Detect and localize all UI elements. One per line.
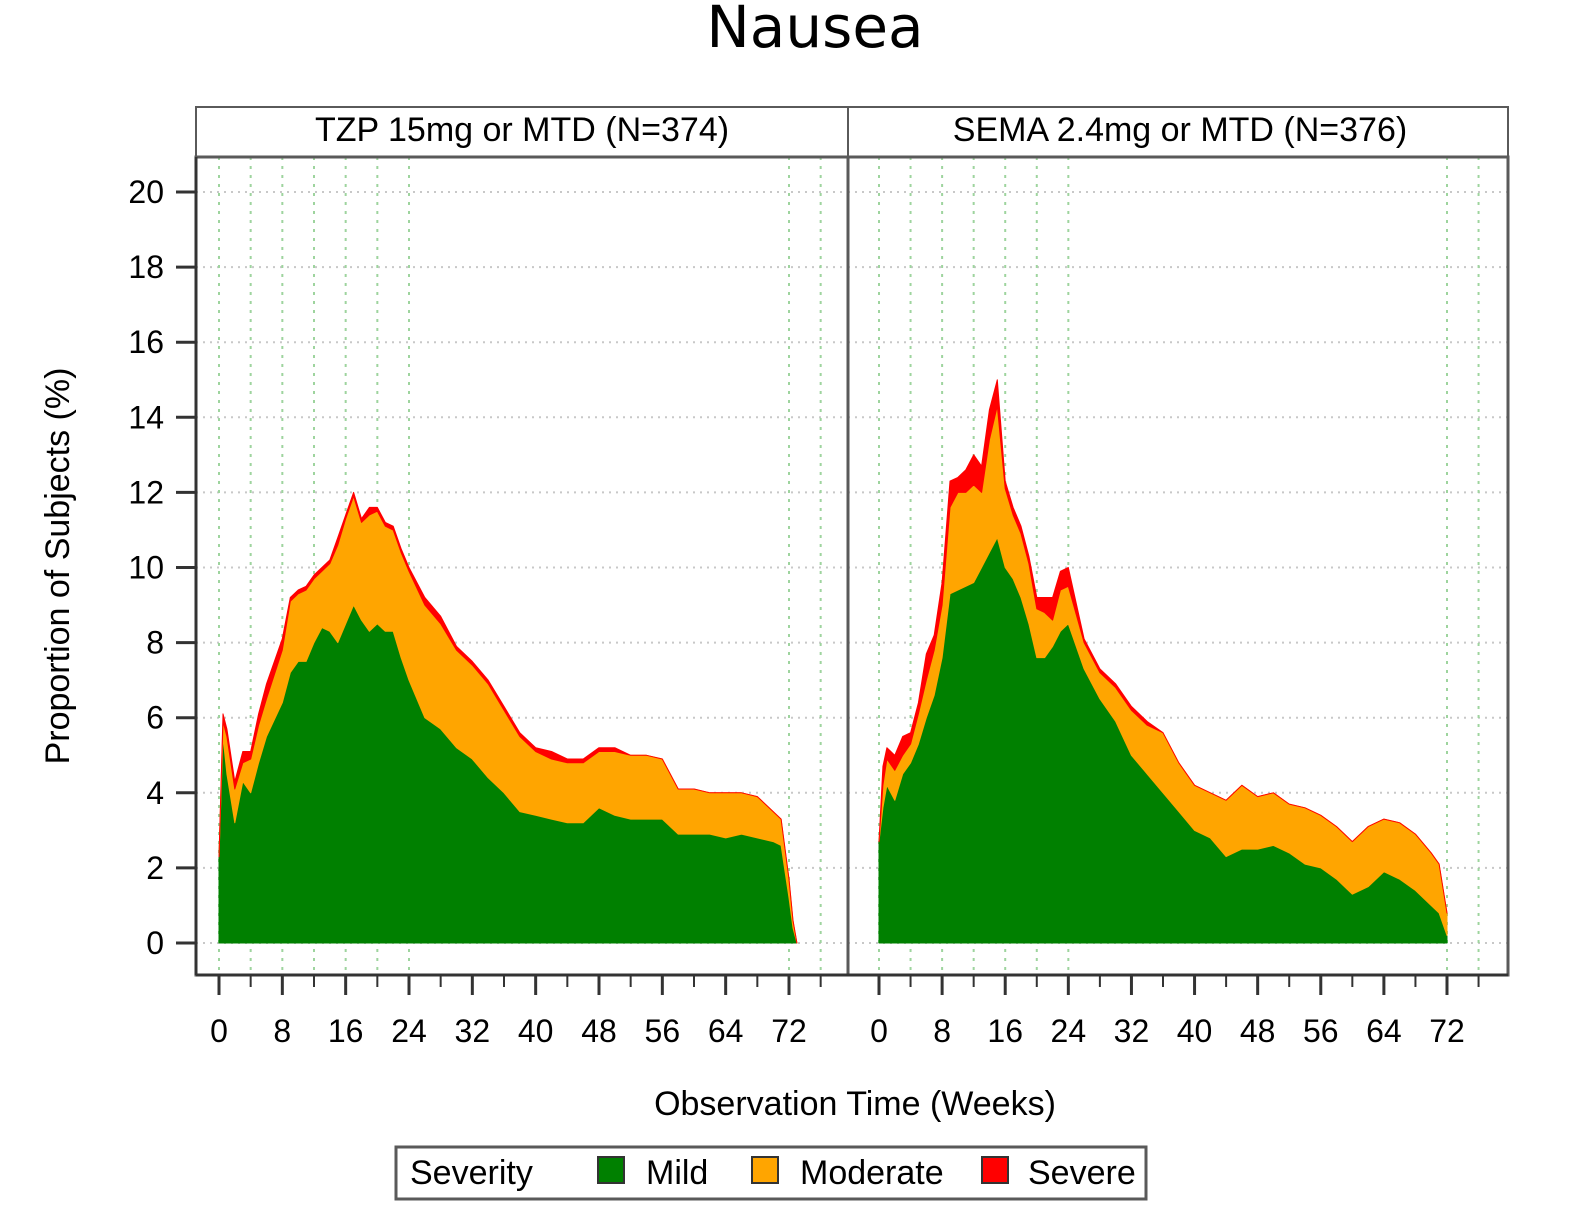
panel-header-sema: [847, 106, 1509, 158]
chart-title: Nausea: [706, 0, 923, 61]
legend-swatch-moderate: [751, 1156, 779, 1184]
x-tick-label: 32: [455, 1013, 491, 1049]
y-tick-label: 18: [128, 249, 164, 285]
x-tick-label: 56: [1303, 1013, 1339, 1049]
y-tick-label: 4: [146, 775, 164, 811]
legend: Severity Mild Moderate Severe: [394, 1145, 1148, 1201]
y-axis-ticks: 0 2 4 6 8 10 12 14 16 18 20: [128, 174, 196, 961]
y-tick-label: 20: [128, 174, 164, 210]
y-tick-label: 2: [146, 850, 164, 886]
x-tick-label: 72: [1429, 1013, 1465, 1049]
gridlines-tzp: [196, 157, 848, 975]
x-tick-label: 72: [771, 1013, 807, 1049]
x-tick-label: 48: [1240, 1013, 1276, 1049]
y-tick-label: 12: [128, 474, 164, 510]
x-tick-label: 16: [987, 1013, 1023, 1049]
x-tick-label: 48: [581, 1013, 617, 1049]
panel-tzp: TZP 15mg or MTD (N=374) 0 8 16 24 32 40 48 56 64…: [195, 106, 849, 1049]
x-tick-label: 32: [1114, 1013, 1150, 1049]
panel-header-tzp: [195, 106, 849, 158]
area-layer-sema: [878, 379, 1448, 944]
area-severe: [218, 491, 798, 944]
y-tick-label: 8: [146, 625, 164, 661]
legend-label-mild: Mild: [646, 1154, 708, 1192]
legend-label-moderate: Moderate: [800, 1154, 944, 1192]
x-tick-label: 24: [1051, 1013, 1087, 1049]
legend-swatch-mild: [597, 1156, 625, 1184]
x-axis-ticks-tzp: 0 8 16 24 32 40 48 56 64 72: [210, 975, 822, 1049]
area-severe: [878, 379, 1448, 914]
legend-title: Severity: [410, 1154, 533, 1192]
y-axis-title: Proportion of Subjects (%): [39, 368, 77, 765]
y-tick-label: 16: [128, 324, 164, 360]
x-tick-label: 64: [708, 1013, 744, 1049]
x-axis-ticks-sema: 0 8 16 24 32 40 48 56 64 72: [870, 975, 1480, 1049]
y-tick-label: 6: [146, 700, 164, 736]
x-tick-label: 8: [933, 1013, 951, 1049]
legend-label-severe: Severe: [1028, 1154, 1136, 1192]
x-tick-label: 24: [391, 1013, 427, 1049]
panel-label-sema: SEMA 2.4mg or MTD (N=376): [953, 111, 1407, 149]
x-tick-label: 0: [870, 1013, 888, 1049]
x-tick-label: 40: [518, 1013, 554, 1049]
x-tick-label: 40: [1177, 1013, 1213, 1049]
area-layer-tzp: [218, 491, 798, 944]
y-tick-label: 14: [128, 399, 164, 435]
legend-swatch-severe: [981, 1156, 1009, 1184]
panel-label-tzp: TZP 15mg or MTD (N=374): [315, 111, 729, 149]
x-tick-label: 0: [210, 1013, 228, 1049]
panel-sema: SEMA 2.4mg or MTD (N=376) 0 8 16 24 32 40 48 56…: [847, 106, 1509, 1049]
y-tick-label: 10: [128, 550, 164, 586]
x-tick-label: 8: [273, 1013, 291, 1049]
x-tick-label: 56: [645, 1013, 681, 1049]
x-tick-label: 16: [328, 1013, 364, 1049]
y-tick-label: 0: [146, 925, 164, 961]
x-axis-title: Observation Time (Weeks): [654, 1085, 1056, 1123]
x-tick-label: 64: [1366, 1013, 1402, 1049]
